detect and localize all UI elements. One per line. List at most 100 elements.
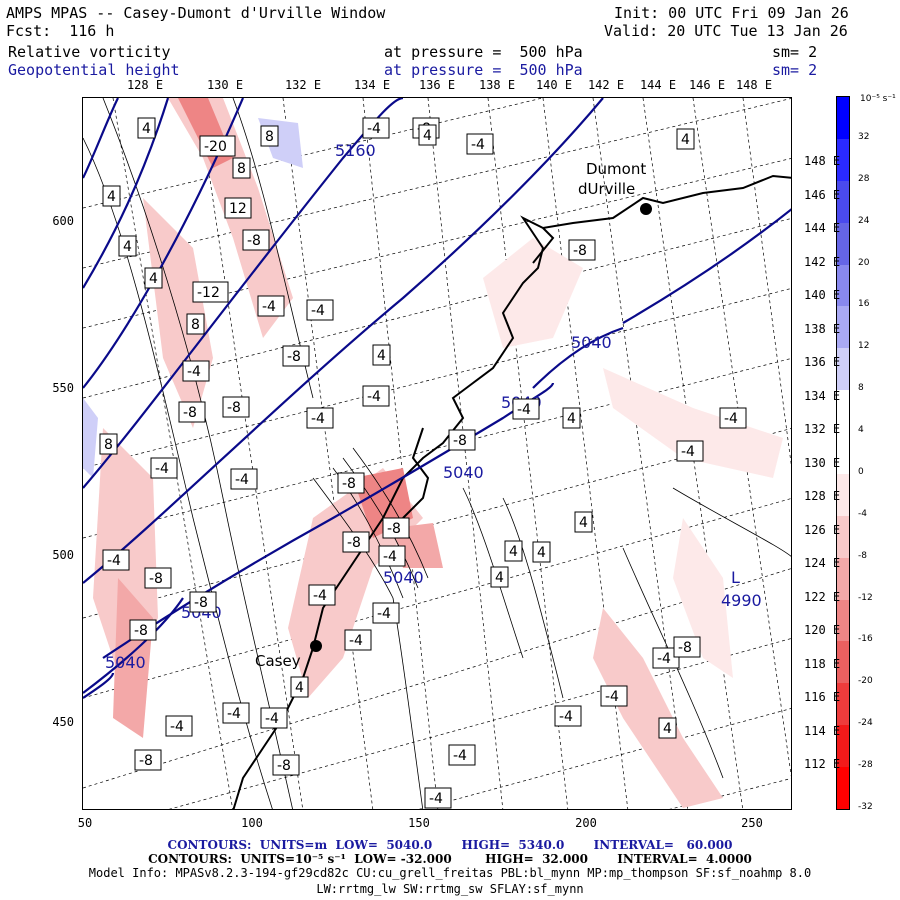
x-tick-label: 250 — [741, 816, 763, 830]
vorticity-label-box — [676, 440, 704, 462]
lon-label: 146 E — [688, 78, 726, 92]
vorticity-label: -8 — [134, 749, 162, 771]
vorticity-label-text: -4 — [429, 791, 443, 807]
vorticity-label-box — [230, 468, 258, 490]
vorticity-label-text: -8 — [277, 758, 291, 774]
y-tick-label: 500 — [52, 548, 74, 562]
init-time: Init: 00 UTC Fri 09 Jan 26 — [614, 4, 849, 22]
vorticity-label-box — [382, 517, 410, 539]
right-axis-label: 118 E — [804, 656, 841, 671]
vorticity-label: -4 — [600, 685, 628, 707]
right-axis-label: 146 E — [804, 187, 841, 202]
colorbar-label: 8 — [858, 383, 864, 394]
vorticity-label-text: -8 — [134, 623, 148, 639]
vorticity-label-text: 8 — [237, 161, 246, 177]
vorticity-label-box — [512, 398, 540, 420]
vorticity-label-box — [192, 281, 229, 303]
colorbar-segment — [837, 306, 849, 349]
vorticity-label-box — [199, 135, 236, 157]
station-group: Dumont dUrville Casey — [255, 160, 652, 670]
y-tick-label: 600 — [52, 214, 74, 228]
vorticity-label: 8 — [99, 433, 118, 455]
vorticity-label: 4 — [118, 235, 137, 257]
vorticity-label-box — [362, 117, 390, 139]
map-panel[interactable]: 5160 5040 5040 5040 5040 5040 5040 L 499… — [82, 97, 792, 810]
vorticity-label-box — [186, 313, 205, 335]
vorticity-label-text: -8 — [453, 433, 467, 449]
vorticity-label-text: 4 — [579, 515, 588, 531]
vorticity-label-text: -8 — [678, 640, 692, 656]
colorbar-segment — [837, 473, 849, 517]
field2-name: Geopotential height — [8, 61, 180, 79]
colorbar-segment — [837, 515, 849, 559]
vorticity-label-text: -4 — [187, 364, 201, 380]
field1-smoothing: sm= 2 — [772, 43, 818, 61]
vorticity-label-box — [424, 787, 452, 809]
vorticity-label-text: -4 — [311, 303, 325, 319]
vorticity-label-box — [222, 702, 250, 724]
right-axis-label: 122 E — [804, 589, 841, 604]
vorticity-label: -4 — [719, 407, 747, 429]
colorbar — [836, 96, 850, 810]
vorticity-label-box — [676, 128, 695, 150]
vorticity-label-box — [290, 676, 309, 698]
vorticity-label-box — [574, 511, 593, 533]
vorticity-label: -4 — [306, 407, 334, 429]
station-label: Dumont — [586, 160, 646, 178]
vorticity-label-box — [272, 754, 300, 776]
vorticity-label: -4 — [306, 299, 334, 321]
colorbar-segment — [837, 222, 849, 266]
vorticity-label: -12 — [192, 281, 229, 303]
vorticity-label-box — [658, 717, 677, 739]
vorticity-label-box — [222, 396, 250, 418]
vorticity-label-text: -4 — [517, 402, 531, 418]
vorticity-label: -20 — [199, 135, 236, 157]
vorticity-label-box — [554, 705, 582, 727]
vorticity-label-text: -4 — [311, 411, 325, 427]
vorticity-label-text: 4 — [149, 271, 158, 287]
vorticity-label: -8 — [568, 239, 596, 261]
colorbar-label: 12 — [858, 341, 870, 352]
colorbar-label: 20 — [858, 257, 870, 268]
low-marker: L — [731, 568, 740, 587]
x-tick-label: 150 — [408, 816, 430, 830]
vorticity-label-box — [282, 345, 310, 367]
vorticity-label-box — [308, 584, 336, 606]
vorticity-label: 4 — [102, 185, 121, 207]
right-axis-label: 124 E — [804, 556, 841, 570]
vorticity-label-text: -4 — [383, 549, 397, 565]
vorticity-label-box — [165, 715, 193, 737]
vorticity-label-box — [600, 685, 628, 707]
vorticity-label: 4 — [137, 117, 156, 139]
vorticity-label-text: 4 — [567, 411, 576, 427]
height-label: 5040 — [105, 653, 146, 672]
colorbar-label: 32 — [858, 131, 870, 142]
station-label: Casey — [255, 652, 301, 670]
vorticity-label-box — [118, 235, 137, 257]
lon-label: 132 E — [284, 78, 322, 92]
forecast-hour: Fcst: 116 h — [6, 22, 115, 40]
vorticity-label: -8 — [144, 567, 172, 589]
vorticity-label-text: -4 — [155, 461, 169, 477]
vorticity-label-box — [466, 133, 494, 155]
vorticity-label: -4 — [344, 629, 372, 651]
colorbar-segment — [837, 348, 849, 391]
vorticity-label-box — [232, 157, 251, 179]
right-axis-label: 116 E — [804, 690, 841, 704]
vorticity-label-box — [342, 531, 370, 553]
vorticity-label: -4 — [362, 117, 390, 139]
colorbar-unit: 10⁻⁵ s⁻¹ — [860, 94, 896, 104]
right-axis-label: 144 E — [804, 221, 841, 235]
colorbar-label: 0 — [858, 466, 864, 477]
vorticity-label-text: -4 — [681, 444, 695, 460]
field1-name: Relative vorticity — [8, 43, 171, 61]
colorbar-label: -32 — [858, 802, 873, 812]
vorticity-label-box — [144, 567, 172, 589]
vorticity-label-box — [242, 229, 270, 251]
vorticity-label-text: -8 — [287, 349, 301, 365]
vorticity-label: -4 — [182, 360, 210, 382]
vorticity-label-text: -8 — [347, 535, 361, 551]
vorticity-label-text: -8 — [247, 233, 261, 249]
vorticity-label-text: -4 — [453, 748, 467, 764]
field1-level: at pressure = 500 hPa — [384, 43, 583, 61]
